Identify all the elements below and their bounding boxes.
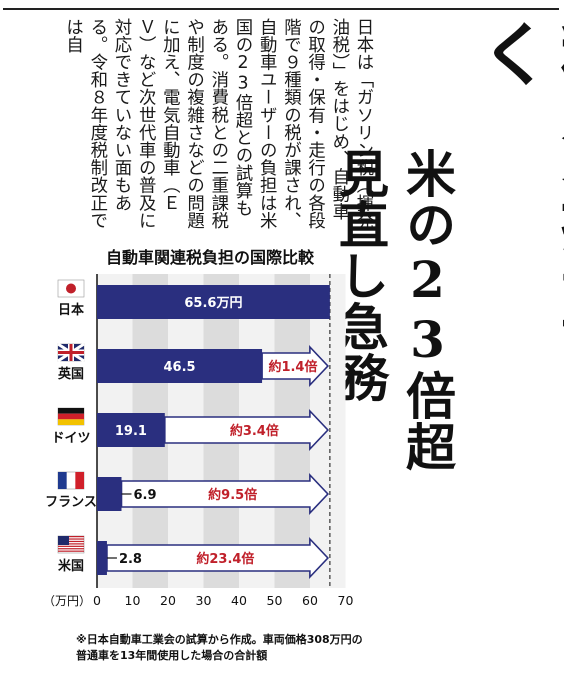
country-label: 英国 xyxy=(57,366,84,382)
x-tick-label: 60 xyxy=(302,593,318,608)
ratio-arrow xyxy=(106,536,329,580)
france-flag-icon xyxy=(57,471,85,490)
flag-stripe xyxy=(58,543,84,545)
flag-cross-red xyxy=(58,351,84,354)
bar-value-label: 46.5 xyxy=(163,360,195,375)
bar xyxy=(97,541,107,575)
flag-stripe xyxy=(58,550,84,552)
ratio-label: 約9.5倍 xyxy=(208,487,257,503)
x-tick-label: 40 xyxy=(231,593,247,608)
x-tick-label: 10 xyxy=(125,593,141,608)
x-axis-unit: （万円） xyxy=(43,594,91,608)
headline-main: 車課税９種 xyxy=(549,18,564,90)
x-tick-label: 20 xyxy=(160,593,176,608)
flag-stripe xyxy=(58,408,84,414)
bar xyxy=(97,349,263,383)
japan-flag-icon xyxy=(57,279,85,298)
germany-flag-icon xyxy=(57,407,85,426)
country-label: ドイツ xyxy=(51,431,90,446)
bar-value-label: 65.6万円 xyxy=(184,296,242,311)
headline: 車課税９種負担重く xyxy=(469,18,564,368)
ratio-label: 約23.4倍 xyxy=(196,551,254,567)
flag-canton xyxy=(58,536,69,545)
bar xyxy=(97,413,165,447)
bar xyxy=(97,477,122,511)
x-tick-label: 30 xyxy=(196,593,212,608)
uk-flag-icon xyxy=(57,342,85,363)
ratio-label: 約3.4倍 xyxy=(230,423,279,439)
ratio-arrow xyxy=(120,472,329,516)
article-paragraph: 日本は「ガソリン税（揮発油税）」をはじめ、自動車の取得・保有・走行の各段階で９種… xyxy=(63,18,374,230)
bar xyxy=(97,285,330,319)
flag-stripe xyxy=(58,545,84,547)
country-label: 米国 xyxy=(58,558,84,574)
bar-value-label: 19.1 xyxy=(115,424,147,439)
flag-stripe xyxy=(58,413,84,420)
headline-sub: 負担重く xyxy=(469,18,564,332)
flag-sun xyxy=(66,283,76,294)
flag-stripe xyxy=(75,472,84,489)
chart-title: 自動車関連税負担の国際比較 xyxy=(105,248,314,267)
flag-stripe xyxy=(58,536,84,538)
us-flag-icon xyxy=(57,535,85,554)
bar-value-label: 6.9 xyxy=(133,488,156,503)
flag-stripe xyxy=(58,538,84,540)
ratio-arrow xyxy=(261,344,329,388)
x-tick-label: 50 xyxy=(267,593,283,608)
subhead-1: 米の23倍超 xyxy=(398,148,457,472)
ratio-arrow xyxy=(164,408,329,452)
flag-stripe xyxy=(58,540,84,543)
country-label: 日本 xyxy=(58,302,84,318)
article-body: 日本は「ガソリン税（揮発油税）」をはじめ、自動車の取得・保有・走行の各段階で９種… xyxy=(4,18,376,232)
bar-value-label: 2.8 xyxy=(119,552,142,567)
x-tick-label: 0 xyxy=(93,593,101,608)
flag-stripe xyxy=(58,419,84,425)
ratio-label: 約1.4倍 xyxy=(268,359,317,375)
flag-stripe xyxy=(58,472,67,489)
flag-stripe xyxy=(58,548,84,550)
chart-footnote: ※日本自動車工業会の試算から作成。車両価格308万円の普通車を13年間使用した場… xyxy=(76,633,363,662)
page-frame xyxy=(3,8,559,676)
country-label: フランス xyxy=(45,495,97,510)
x-tick-label: 70 xyxy=(338,593,354,608)
